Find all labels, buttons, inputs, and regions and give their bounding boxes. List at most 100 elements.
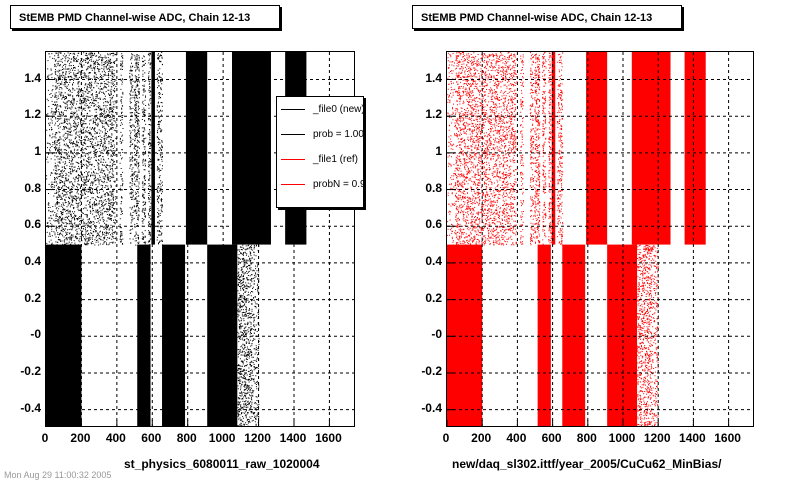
left-band-points xyxy=(141,55,147,245)
left-band-fill xyxy=(162,244,186,426)
right-data-band-14 xyxy=(537,244,551,426)
right-band-points xyxy=(447,52,456,243)
left-band-points xyxy=(147,52,152,246)
right-ytick-label: 0.2 xyxy=(425,290,442,305)
left-band-points xyxy=(119,53,124,245)
right-xaxis-title: new/daq_sl302.ittf/year_2005/CuCu62_MinB… xyxy=(452,457,722,471)
right-band-points xyxy=(520,54,524,245)
left-xtick-label: 1200 xyxy=(244,431,271,445)
right-data-band-5 xyxy=(534,53,541,244)
right-xtick-label: 1000 xyxy=(608,431,636,445)
right-band-points xyxy=(637,244,653,426)
left-data-band-2 xyxy=(114,53,117,244)
right-data-band-10 xyxy=(586,52,608,245)
left-ytick-label: 1 xyxy=(34,143,41,158)
right-ytick-label: -0 xyxy=(431,327,442,342)
legend-label-file1: _file1 (ref) xyxy=(313,153,359,165)
left-data-band-7 xyxy=(147,52,152,246)
left-xtick-label: 1400 xyxy=(279,431,307,445)
left-xtick-label: 200 xyxy=(70,431,91,445)
right-chart-title: StEMB PMD Channel-wise ADC, Chain 12-13 xyxy=(412,5,682,29)
footer-timestamp: Mon Aug 29 11:00:32 2005 xyxy=(4,470,112,480)
right-xtick-label: 1400 xyxy=(679,431,706,445)
right-band-points xyxy=(651,245,659,426)
left-chart-title: StEMB PMD Channel-wise ADC, Chain 12-13 xyxy=(10,5,280,29)
right-xtick-label: 0 xyxy=(442,431,450,445)
left-band-points xyxy=(114,53,117,244)
left-data-band-0 xyxy=(46,53,55,246)
legend-entry-file1: _file1 (ref) xyxy=(277,149,363,169)
legend-label-prob: prob = 1.000000 xyxy=(313,128,364,140)
left-data-band-8 xyxy=(151,52,155,245)
left-band-fill xyxy=(46,244,82,426)
legend-line-file0 xyxy=(281,108,305,110)
right-data-band-1 xyxy=(454,52,516,246)
right-ytick-label: -0.4 xyxy=(421,400,442,415)
right-data-band-4 xyxy=(529,52,535,246)
left-band-points xyxy=(129,53,134,244)
right-data-band-13 xyxy=(447,244,483,426)
right-data-band-0 xyxy=(447,52,456,243)
left-band-points xyxy=(237,244,253,426)
right-band-points xyxy=(454,52,516,246)
right-band-points xyxy=(548,52,552,244)
legend-entry-probn: probN = 0.902121 xyxy=(277,174,363,194)
left-xtick-label: 1600 xyxy=(315,431,342,445)
left-band-points xyxy=(54,52,116,246)
right-data-band-16 xyxy=(607,244,638,426)
left-data-band-17 xyxy=(237,244,253,426)
right-band-fill xyxy=(551,52,556,245)
left-data-band-10 xyxy=(185,52,208,245)
left-ytick-label: -0.2 xyxy=(20,363,41,378)
right-ytick-label: 1.2 xyxy=(425,107,442,122)
left-ytick-label: 0.2 xyxy=(24,290,41,305)
left-data-band-4 xyxy=(129,53,134,244)
left-ytick-label: 0.4 xyxy=(24,253,41,268)
left-xtick-label: 600 xyxy=(141,431,162,445)
left-ytick-label: 1.2 xyxy=(24,107,41,122)
left-data-band-14 xyxy=(137,244,151,426)
left-band-points xyxy=(156,52,163,246)
right-data-band-3 xyxy=(520,54,524,245)
left-band-fill xyxy=(207,244,238,426)
left-band-fill xyxy=(185,52,208,245)
left-data-band-15 xyxy=(162,244,186,426)
right-data-band-6 xyxy=(542,52,547,245)
right-xtick-label: 400 xyxy=(506,431,527,445)
left-band-fill xyxy=(137,244,151,426)
right-band-fill xyxy=(537,244,551,426)
left-ytick-label: -0.4 xyxy=(20,400,41,415)
right-band-points xyxy=(529,52,535,246)
right-band-fill xyxy=(562,244,586,426)
left-xtick-label: 1000 xyxy=(208,431,236,445)
left-ytick-label: -0 xyxy=(30,327,41,342)
left-ytick-label: 1.4 xyxy=(24,70,41,85)
left-ytick-label: 0.6 xyxy=(24,217,41,232)
left-data-band-13 xyxy=(46,244,82,426)
left-band-fill xyxy=(151,52,155,245)
right-data-band-11 xyxy=(631,52,671,245)
left-data-band-9 xyxy=(156,52,163,246)
right-ytick-label: 0.4 xyxy=(425,253,442,268)
legend: _file0 (new) prob = 1.000000 _file1 (ref… xyxy=(276,96,364,208)
right-ytick-label: 1.4 xyxy=(425,70,442,85)
right-band-fill xyxy=(586,52,608,245)
right-band-fill xyxy=(607,244,638,426)
legend-entry-file0: _file0 (new) xyxy=(277,99,363,119)
right-data-band-18 xyxy=(651,245,659,426)
right-band-points xyxy=(542,52,547,245)
legend-entry-prob: prob = 1.000000 xyxy=(277,124,364,144)
right-ytick-label: -0.2 xyxy=(421,363,442,378)
right-xtick-label: 600 xyxy=(541,431,562,445)
left-band-points xyxy=(133,54,140,246)
left-data-band-11 xyxy=(232,52,271,245)
right-data-band-7 xyxy=(548,52,552,244)
right-data-band-15 xyxy=(562,244,586,426)
right-xtick-label: 1600 xyxy=(714,431,741,445)
left-ytick-label: 0.8 xyxy=(24,180,41,195)
right-ytick-label: 0.8 xyxy=(425,180,442,195)
left-xtick-label: 400 xyxy=(105,431,126,445)
right-ytick-label: 1 xyxy=(435,143,442,158)
legend-label-probn: probN = 0.902121 xyxy=(313,178,363,190)
left-data-band-3 xyxy=(119,53,124,245)
